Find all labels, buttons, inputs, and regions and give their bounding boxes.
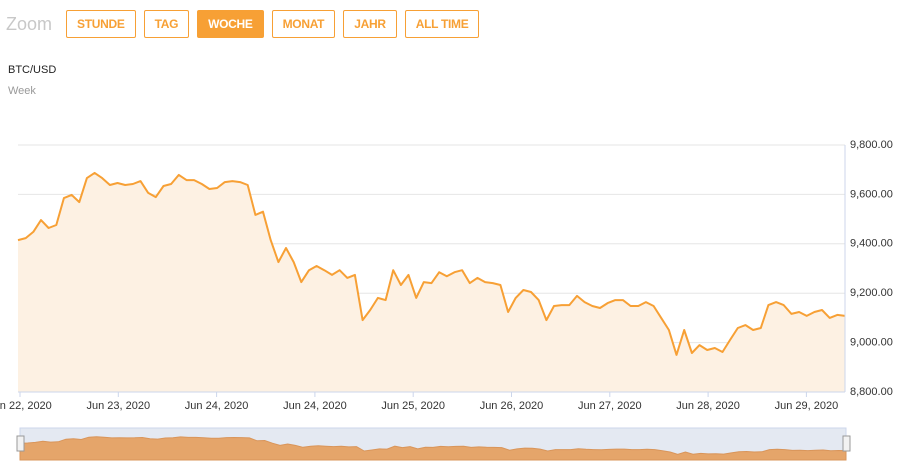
- x-tick-label: Jun 22, 2020: [0, 400, 52, 412]
- y-tick-label: 9,200.00: [850, 287, 893, 299]
- zoom-button[interactable]: MONAT: [271, 10, 336, 38]
- x-tick-label: Jun 27, 2020: [578, 400, 642, 412]
- x-tick-label: Jun 26, 2020: [480, 400, 544, 412]
- y-tick-label: 8,800.00: [850, 386, 893, 398]
- y-tick-label: 9,000.00: [850, 337, 893, 349]
- zoom-button[interactable]: ALL TIME: [404, 10, 480, 38]
- zoom-button[interactable]: TAG: [143, 10, 190, 38]
- x-tick-label: Jun 24, 2020: [283, 400, 347, 412]
- price-line: [17, 171, 846, 356]
- zoom-button[interactable]: STUNDE: [66, 10, 136, 38]
- navigator-handle[interactable]: [842, 435, 851, 452]
- navigator-area: [19, 436, 847, 461]
- chart-title: BTC/USD: [8, 64, 57, 76]
- x-tick-label: Jun 29, 2020: [775, 400, 839, 412]
- x-tick-label: Jun 23, 2020: [86, 400, 150, 412]
- chart-subtitle: Week: [8, 85, 36, 97]
- area-fill: [18, 172, 845, 392]
- zoom-button[interactable]: WOCHE: [197, 10, 264, 38]
- y-tick-label: 9,600.00: [850, 188, 893, 200]
- x-tick-label: Jun 28, 2020: [676, 400, 740, 412]
- zoom-label: Zoom: [6, 13, 53, 34]
- navigator-handle[interactable]: [16, 435, 25, 452]
- zoom-button[interactable]: JAHR: [343, 10, 397, 38]
- y-tick-label: 9,800.00: [850, 139, 893, 151]
- zoom-toolbar: Zoom STUNDE TAG WOCHE MONAT JAHR ALL TIME: [6, 10, 480, 38]
- x-tick-label: Jun 24, 2020: [185, 400, 249, 412]
- x-tick-label: Jun 25, 2020: [381, 400, 445, 412]
- y-tick-label: 9,400.00: [850, 238, 893, 250]
